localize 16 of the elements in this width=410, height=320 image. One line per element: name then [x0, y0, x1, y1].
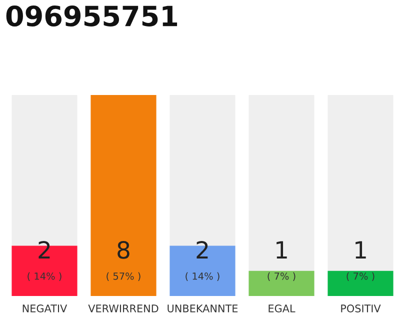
- x-tick-label: POSITIV: [341, 304, 381, 312]
- annotation: ( 7% ): [346, 272, 374, 281]
- x-tick-label: NEGATIV: [22, 304, 68, 312]
- data-label: 8: [118, 240, 130, 259]
- x-tick-label: UNBEKANNTE: [168, 304, 238, 312]
- data-label: 1: [276, 241, 287, 259]
- data-label: 2: [38, 240, 50, 259]
- annotation: ( 7% ): [268, 272, 296, 281]
- x-tick-label: VERWIRREND: [88, 304, 158, 312]
- annotation: ( 14% ): [28, 272, 62, 281]
- data-label: 2: [196, 240, 208, 259]
- chart-title: 096955751: [6, 5, 178, 26]
- annotation: ( 14% ): [186, 272, 220, 281]
- data-label: 1: [356, 241, 366, 259]
- annotation: ( 57% ): [106, 272, 140, 281]
- x-tick-label: EGAL: [268, 304, 296, 312]
